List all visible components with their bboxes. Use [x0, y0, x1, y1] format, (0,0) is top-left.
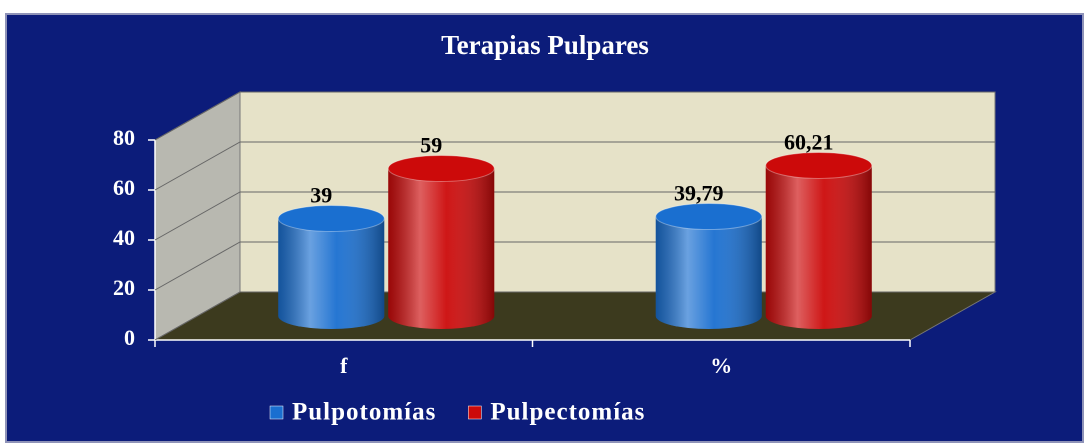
- data-label: 39,79: [674, 181, 724, 206]
- data-label: 60,21: [784, 130, 834, 155]
- bar-shading: [765, 165, 872, 329]
- bar-top: [765, 151, 873, 179]
- data-label: 39: [310, 183, 332, 208]
- legend-swatch: [269, 405, 284, 420]
- y-tick-label: 80: [113, 125, 135, 150]
- chart-title: Terapias Pulpares: [441, 30, 649, 60]
- legend: Pulpotomías Pulpectomías: [269, 399, 645, 426]
- bar-shading: [655, 216, 762, 329]
- x-tick-label: %: [710, 353, 732, 378]
- bar-shading: [278, 218, 385, 329]
- grid-line: [154, 191, 995, 241]
- grid-line: [154, 141, 995, 191]
- y-tick-label: 0: [124, 325, 135, 350]
- grid-line: [154, 91, 995, 141]
- y-tick-label: 20: [113, 275, 135, 300]
- legend-label: Pulpectomías: [490, 399, 645, 426]
- bar-top: [655, 203, 763, 231]
- y-tick-label: 60: [113, 175, 135, 200]
- bar-shading: [388, 168, 495, 329]
- bar-top: [277, 205, 385, 232]
- x-tick-label: f: [340, 353, 348, 378]
- data-label: 59: [420, 133, 442, 158]
- legend-swatch: [468, 405, 482, 420]
- legend-label: Pulpotomías: [292, 399, 436, 426]
- y-tick-label: 40: [113, 225, 135, 250]
- bar-top: [387, 155, 495, 182]
